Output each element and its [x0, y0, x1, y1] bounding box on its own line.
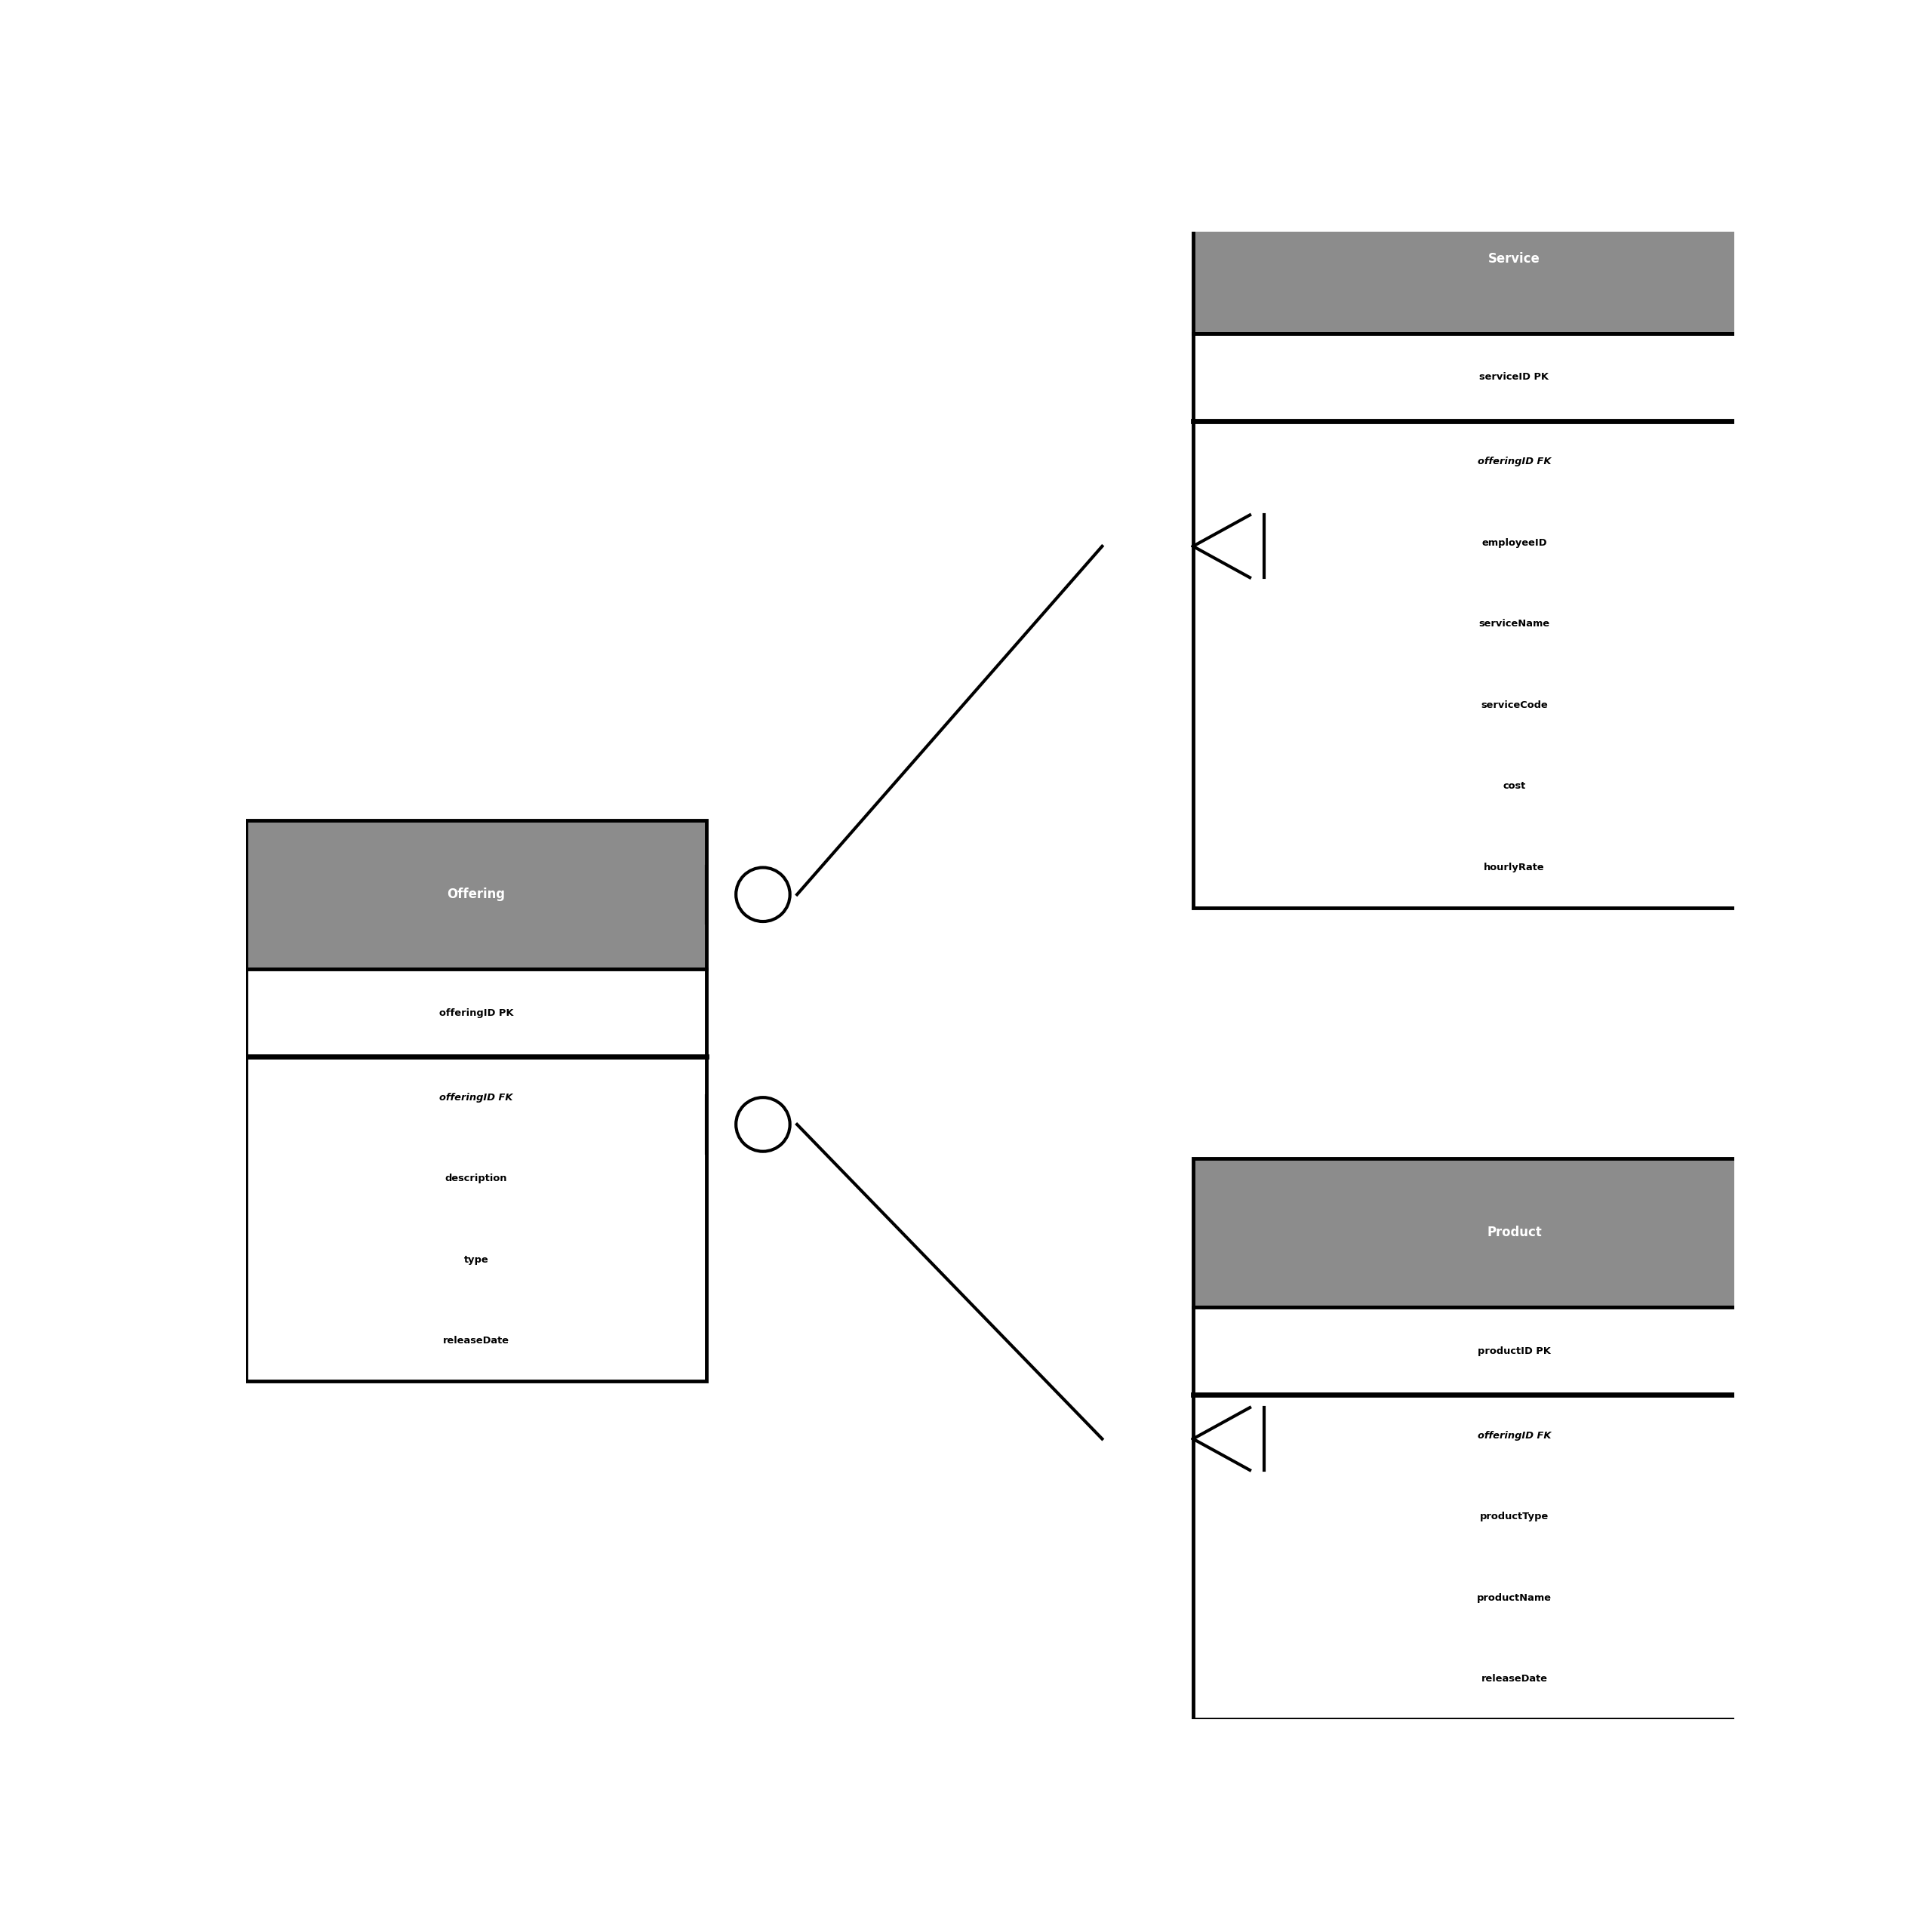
Text: serviceCode: serviceCode: [1480, 699, 1548, 711]
Text: productName: productName: [1476, 1592, 1551, 1604]
Bar: [1192, 1157, 1835, 1306]
Circle shape: [736, 867, 790, 922]
Text: employeeID: employeeID: [1482, 537, 1548, 549]
Text: Offering: Offering: [446, 887, 506, 902]
Bar: [245, 819, 705, 968]
Text: serviceName: serviceName: [1478, 618, 1549, 630]
Text: releaseDate: releaseDate: [442, 1335, 510, 1347]
Text: offeringID FK: offeringID FK: [1478, 456, 1551, 468]
Bar: [1192, 332, 1835, 421]
Text: description: description: [444, 1173, 508, 1184]
Bar: [1192, 1306, 1835, 1395]
Bar: [245, 1057, 705, 1381]
Text: serviceID PK: serviceID PK: [1480, 373, 1549, 383]
Text: offeringID FK: offeringID FK: [439, 1092, 514, 1103]
Text: offeringID PK: offeringID PK: [439, 1009, 514, 1018]
Bar: [1192, 184, 1835, 332]
Text: cost: cost: [1503, 781, 1526, 792]
Text: releaseDate: releaseDate: [1482, 1673, 1548, 1685]
Bar: [1192, 1395, 1835, 1719]
Text: type: type: [464, 1254, 489, 1265]
Circle shape: [736, 1097, 790, 1151]
Bar: [245, 968, 705, 1057]
Text: productType: productType: [1480, 1511, 1549, 1522]
Text: Product: Product: [1488, 1225, 1542, 1240]
Text: offeringID FK: offeringID FK: [1478, 1430, 1551, 1441]
Text: productID PK: productID PK: [1478, 1347, 1551, 1356]
Bar: [1192, 421, 1835, 908]
Text: hourlyRate: hourlyRate: [1484, 862, 1544, 873]
Text: Service: Service: [1488, 251, 1540, 267]
